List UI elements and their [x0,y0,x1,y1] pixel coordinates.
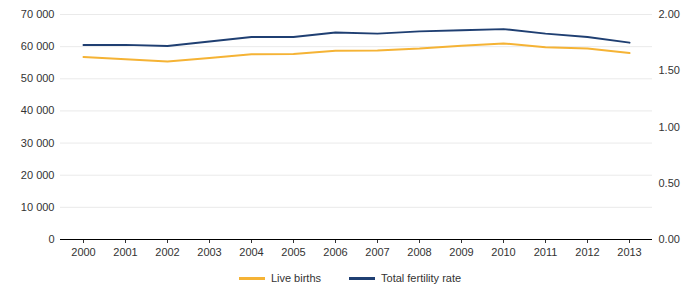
svg-text:2013: 2013 [617,246,641,258]
svg-text:2.00: 2.00 [659,8,680,20]
svg-text:2001: 2001 [113,246,137,258]
svg-text:0.50: 0.50 [659,177,680,189]
svg-text:2003: 2003 [197,246,221,258]
svg-text:30 000: 30 000 [21,137,55,149]
svg-text:2006: 2006 [323,246,347,258]
svg-text:10 000: 10 000 [21,201,55,213]
svg-text:2008: 2008 [407,246,431,258]
svg-text:60 000: 60 000 [21,40,55,52]
svg-text:2007: 2007 [365,246,389,258]
svg-text:40 000: 40 000 [21,104,55,116]
svg-text:2000: 2000 [71,246,95,258]
svg-text:2012: 2012 [575,246,599,258]
svg-text:50 000: 50 000 [21,72,55,84]
html-text:Live births: Live births [270,272,321,284]
svg-text:2011: 2011 [534,246,558,258]
svg-text:2005: 2005 [281,246,305,258]
svg-text:1.00: 1.00 [659,121,680,133]
svg-text:0.00: 0.00 [659,233,680,245]
svg-text:0: 0 [48,233,54,245]
html-text:Total fertility rate: Total fertility rate [381,272,462,284]
svg-text:70 000: 70 000 [21,8,55,20]
svg-text:20 000: 20 000 [21,169,55,181]
svg-text:1.50: 1.50 [659,64,680,76]
svg-text:2002: 2002 [155,246,179,258]
svg-text:2004: 2004 [239,246,263,258]
svg-text:2009: 2009 [449,246,473,258]
svg-text:2010: 2010 [491,246,515,258]
